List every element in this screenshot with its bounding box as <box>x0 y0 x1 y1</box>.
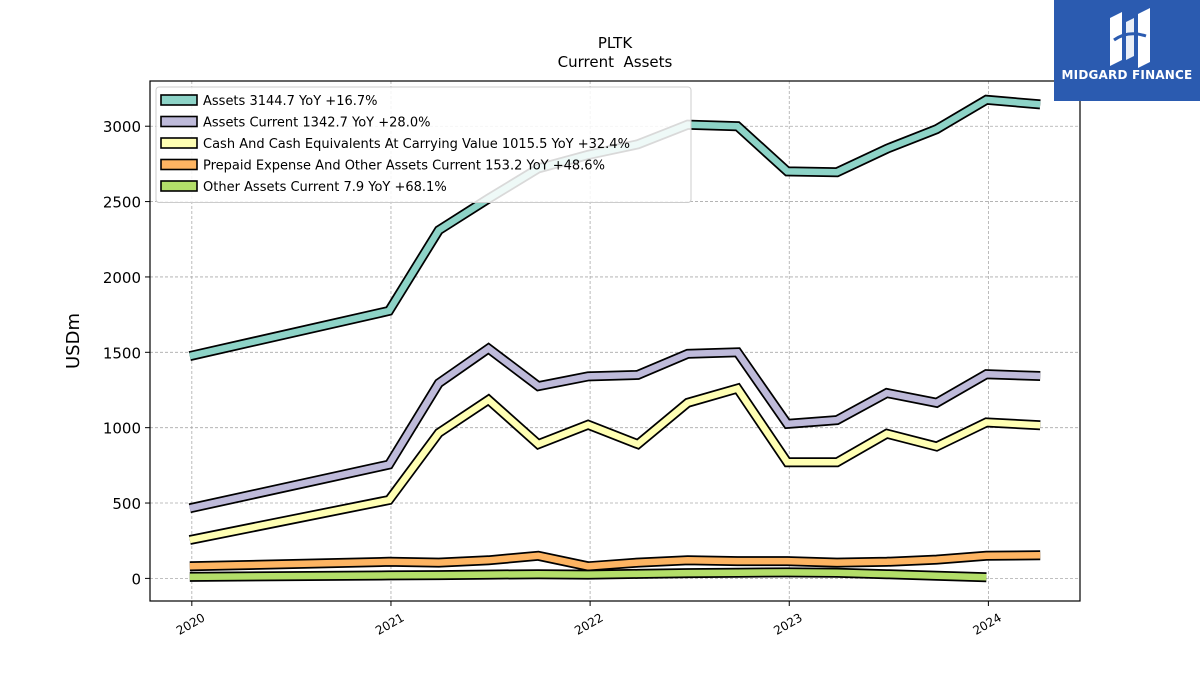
series-fill-line <box>189 384 1041 544</box>
logo-mark-icon <box>1110 8 1150 68</box>
brand-name: MIDGARD FINANCE <box>1061 68 1193 82</box>
series-line <box>189 550 1041 572</box>
legend-swatch <box>160 180 198 192</box>
x-tick-label: 2020 <box>174 610 207 637</box>
chart-title: PLTK <box>598 34 633 52</box>
legend-item: Assets 3144.7 YoY +16.7% <box>160 94 378 109</box>
y-tick-label: 3000 <box>103 118 141 136</box>
y-axis-ticks: 0 500 1000 1500 2000 2500 3000 <box>103 118 150 588</box>
series-line <box>189 567 987 583</box>
y-axis-label: USDm <box>63 313 84 369</box>
y-tick-label: 2000 <box>103 269 141 287</box>
series-lines <box>188 94 1041 583</box>
legend-label: Other Assets Current 7.9 YoY +68.1% <box>203 180 447 195</box>
x-tick-label: 2023 <box>771 610 804 637</box>
x-axis-ticks: 2020 2021 2022 2023 2024 <box>174 601 1004 638</box>
plot-frame <box>149 80 1081 602</box>
y-tick-label: 500 <box>112 495 141 513</box>
legend-label: Assets 3144.7 YoY +16.7% <box>203 94 378 109</box>
legend-item: Other Assets Current 7.9 YoY +68.1% <box>160 180 447 195</box>
y-tick-label: 2500 <box>103 194 141 212</box>
legend-swatch <box>160 115 198 128</box>
legend-swatch <box>160 137 198 149</box>
series-line <box>188 342 1041 514</box>
legend-label: Prepaid Expense And Other Assets Current… <box>203 159 605 174</box>
y-tick-label: 1000 <box>103 420 141 438</box>
x-tick-label: 2021 <box>373 610 406 637</box>
x-tick-label: 2024 <box>970 610 1003 637</box>
legend-item: Prepaid Expense And Other Assets Current… <box>160 158 605 174</box>
legend-label: Cash And Cash Equivalents At Carrying Va… <box>203 137 630 152</box>
x-tick-label: 2022 <box>572 610 605 637</box>
series-fill-line <box>189 569 987 581</box>
y-tick-label: 0 <box>131 570 141 588</box>
legend-item: Cash And Cash Equivalents At Carrying Va… <box>160 137 630 152</box>
brand-logo: MIDGARD FINANCE <box>1054 0 1200 101</box>
y-tick-label: 1500 <box>103 344 141 362</box>
legend-label: Assets Current 1342.7 YoY +28.0% <box>203 116 430 131</box>
legend-item: Assets Current 1342.7 YoY +28.0% <box>160 115 430 131</box>
legend-box <box>155 86 692 203</box>
chart-subtitle: Current Assets <box>558 53 673 71</box>
legend: Assets 3144.7 YoY +16.7% Assets Current 1… <box>155 86 692 203</box>
legend-swatch <box>160 158 198 171</box>
legend-swatch <box>160 94 198 106</box>
series-fill-line <box>189 552 1041 570</box>
series-fill-line <box>189 344 1041 512</box>
series-line <box>188 382 1041 545</box>
